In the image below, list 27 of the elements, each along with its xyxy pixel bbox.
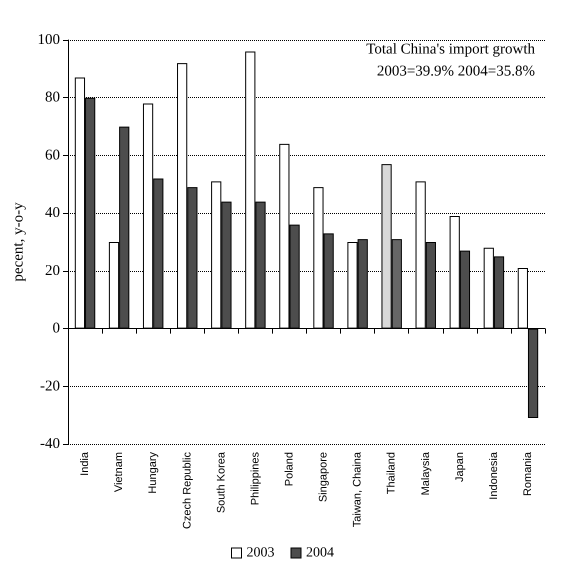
x-tick-label: Hungary [147, 452, 160, 494]
x-tick-label: India [79, 451, 92, 476]
y-tick-label: 60 [45, 147, 60, 164]
y-tick-label: -20 [40, 378, 60, 394]
y-tick-label: 0 [52, 320, 60, 337]
legend-label: 2004 [306, 546, 334, 560]
y-tick-label: -40 [40, 436, 60, 452]
x-tick-label: Malaysia [420, 451, 432, 496]
annotation: Total China's import growth [366, 42, 536, 58]
legend-label: 2003 [246, 546, 274, 560]
x-tick-label: South Korea [215, 451, 228, 514]
y-tick-label: 80 [45, 90, 60, 106]
y-axis-title: pecent, y-o-y [10, 202, 26, 282]
x-tick-label: Poland [283, 452, 296, 486]
x-tick-label: Philippines [249, 452, 262, 506]
x-tick-label: Czech Republic [181, 452, 194, 530]
x-tick-label: Japan [454, 452, 466, 482]
x-tick-label: Indonesia [488, 451, 500, 500]
y-tick-label: 20 [45, 262, 60, 279]
y-tick-label: 100 [38, 32, 60, 48]
x-tick-label: Thailand [386, 452, 398, 494]
x-tick-label: Taiwan, Chaina [352, 451, 364, 528]
x-tick-label: Singapore [318, 452, 330, 502]
y-tick-label: 40 [45, 205, 60, 222]
x-tick-label: Vietnam [113, 452, 126, 492]
x-tick-label: Romania [522, 451, 534, 496]
annotation: 2003=39.9% 2004=35.8% [376, 64, 536, 80]
